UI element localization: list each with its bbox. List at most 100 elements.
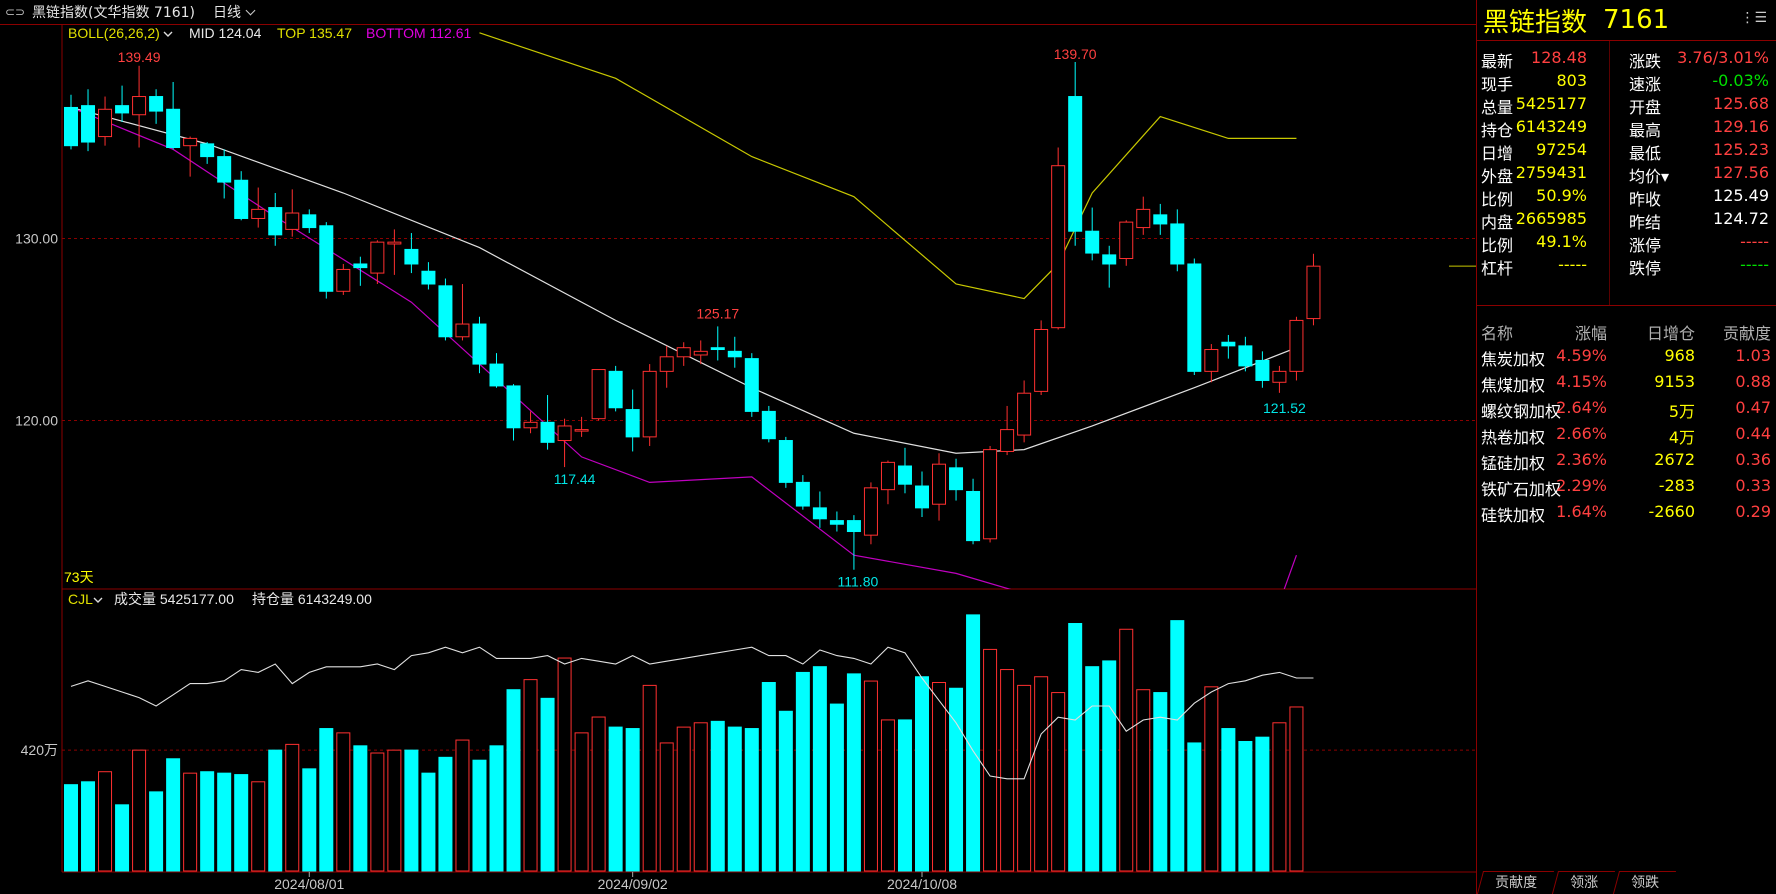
candle-down [302,214,317,229]
menu-icon[interactable]: ⋮☰ [1740,10,1767,26]
candle-up [1204,349,1219,372]
quote-row: 现手 803 速涨 -0.03% [1477,67,1776,94]
component-oi-change: 2672 [1654,450,1695,469]
candle-up [1017,392,1032,436]
low-annotation: 121.52 [1263,400,1306,416]
tab-leaders-up[interactable]: 领涨 [1551,871,1616,894]
quote-value: ----- [1740,232,1769,251]
candle-up [1034,329,1049,392]
component-name: 焦炭加权 [1481,350,1546,369]
contribution-row[interactable]: 热卷加权 2.66% 4万 0.44 [1477,420,1776,447]
period-selector[interactable]: 日线 [213,2,256,22]
column-header[interactable]: 涨幅 [1574,324,1607,343]
contribution-row[interactable]: 铁矿石加权 2.29% -283 0.33 [1477,472,1776,499]
volume-bar-down [115,804,130,872]
quote-row: 日增 97254 最低 125.23 [1477,136,1776,163]
volume-bar-down [268,749,283,872]
quote-row: 最新 128.48 涨跌 3.76/3.01% [1477,44,1776,71]
volume-bar-up [1272,722,1287,872]
candle-down [778,440,793,483]
component-oi-change: 9153 [1654,372,1695,391]
quote-value: 2665985 [1515,209,1587,228]
candle-down [1102,254,1117,265]
volume-bar-up [676,726,691,872]
volume-bar-up [659,742,674,872]
quote-label: 持仓 [1481,121,1514,140]
kline-chart[interactable]: 130.00 120.00 420万 2024/08/01 2024/09/02 2024… [0,0,1476,894]
volume-bar-up [336,732,351,872]
quote-value: 6143249 [1515,117,1587,136]
quote-label: 跌停 [1629,259,1662,278]
volume-bar-down [421,772,436,872]
tab-leaders-down[interactable]: 领跌 [1612,871,1677,894]
quote-row: 比例 49.1% 涨停 ----- [1477,228,1776,255]
quote-value: 803 [1556,71,1587,90]
candle-down [1221,341,1236,347]
candle-down [1068,96,1083,232]
tab-label: 贡献度 [1495,875,1538,891]
contribution-row[interactable]: 硅铁加权 1.64% -2660 0.29 [1477,498,1776,525]
contribution-row[interactable]: 焦炭加权 4.59% 968 1.03 [1477,342,1776,369]
candle-up [1136,208,1151,229]
tab-contribution[interactable]: 贡献度 [1476,871,1555,894]
quote-row: 比例 50.9% 昨收 125.49 [1477,182,1776,209]
contribution-row[interactable]: 锰硅加权 2.36% 2672 0.36 [1477,446,1776,473]
volume-bar-down [200,771,215,872]
quote-value: 97254 [1536,140,1587,159]
volume-bar-down [506,689,521,872]
candle-down [81,105,96,143]
quote-label: 最低 [1629,144,1662,163]
volume-bar-down [1170,620,1185,872]
candle-down [1238,345,1253,367]
candle-down [353,263,368,269]
candle-up [387,241,402,245]
volume-bar-up [932,682,947,872]
candle-down [949,467,964,491]
candle-down [404,248,419,265]
volume-bar-down [234,774,249,872]
volume-bar-up [557,657,572,872]
volume-bar-up [983,648,998,872]
component-name: 热卷加权 [1481,428,1546,447]
volume-bar-down [353,745,368,872]
candle-down [115,105,130,114]
component-change: 2.66% [1556,424,1607,443]
candle-down [966,490,981,542]
volume-bar-down [1238,741,1253,872]
volume-bar-up [523,679,538,872]
column-header[interactable]: 日增仓 [1646,324,1695,343]
boll-bottom-value: BOTTOM 112.61 [366,25,472,41]
component-contribution: 0.33 [1735,476,1771,495]
volume-bar-up [574,732,589,872]
candle-down [829,520,844,525]
quote-label: 现手 [1481,75,1514,94]
component-oi-change: -2660 [1648,502,1696,521]
candle-up [251,208,266,219]
cjl-indicator-label: CJL [68,591,93,607]
quote-value: 125.68 [1713,94,1769,113]
candle-up [336,268,351,292]
column-header[interactable]: 贡献度 [1722,324,1771,343]
high-annotation: 139.49 [118,49,161,65]
component-oi-change: 4万 [1668,428,1695,447]
column-header[interactable]: 名称 [1481,324,1514,343]
open-interest-value: 持仓量 6143249.00 [252,591,372,607]
candle-up [1051,165,1066,329]
quote-divider [1609,41,1610,305]
panel-tabs: 贡献度 领涨 领跌 [1476,871,1776,894]
volume-bar-up [1000,669,1015,872]
volume-bar-up [251,781,266,872]
candle-up [693,350,708,356]
candle-down [234,179,249,219]
contribution-row[interactable]: 螺纹钢加权 2.64% 5万 0.47 [1477,394,1776,421]
quote-value: 128.48 [1531,48,1587,67]
contribution-row[interactable]: 焦煤加权 4.15% 9153 0.88 [1477,368,1776,395]
volume-bar-down [829,703,844,872]
quote-row: 持仓 6143249 最高 129.16 [1477,113,1776,140]
candle-up [1306,265,1321,320]
quote-label: 均价▾ [1629,167,1670,186]
quote-row: 总量 5425177 开盘 125.68 [1477,90,1776,117]
volume-bar-up [693,722,708,872]
link-icon[interactable]: ⊂⊃ [4,5,26,19]
visible-days-label: 73天 [64,569,94,585]
